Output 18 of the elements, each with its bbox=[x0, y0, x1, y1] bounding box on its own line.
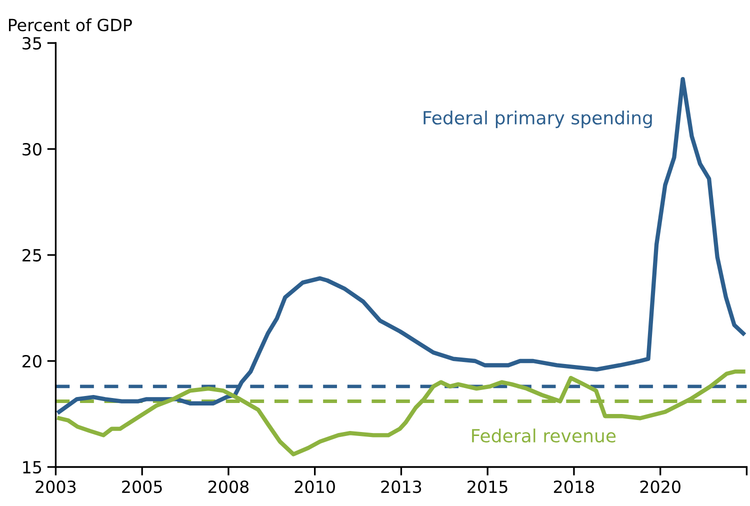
y-tick-label: 20 bbox=[22, 354, 42, 368]
line-series bbox=[57, 76, 746, 414]
y-tick-label: 30 bbox=[22, 142, 42, 156]
series-label: Federal primary spending bbox=[424, 110, 652, 128]
x-tick-label: 2003 bbox=[36, 480, 76, 494]
x-tick-label: 2013 bbox=[381, 480, 422, 494]
x-tick-label: 2010 bbox=[294, 480, 335, 494]
y-tick-label: 35 bbox=[22, 36, 42, 50]
x-tick-label: 2005 bbox=[122, 480, 162, 494]
y-axis-title: Percent of GDP bbox=[8, 18, 132, 32]
y-tick-label: 15 bbox=[23, 461, 42, 474]
x-tick-label: 2018 bbox=[554, 480, 594, 494]
x-tick-label: 2020 bbox=[640, 480, 680, 494]
line-series bbox=[57, 370, 746, 456]
x-tick-label: 2008 bbox=[208, 480, 249, 494]
x-tick-label: 2015 bbox=[468, 480, 508, 494]
series-label: Federal revenue bbox=[472, 428, 616, 443]
y-tick-label: 25 bbox=[22, 248, 42, 262]
